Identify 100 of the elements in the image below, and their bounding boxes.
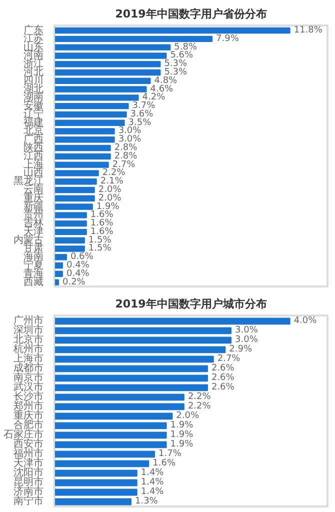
bar	[54, 61, 161, 68]
data-label: 1.3%	[134, 496, 158, 507]
bar	[54, 327, 232, 334]
bar	[54, 403, 184, 410]
bar	[54, 432, 167, 439]
y-tick-label: 新疆	[24, 200, 44, 212]
data-label: 1.9%	[170, 440, 194, 450]
data-label: 0.4%	[66, 260, 90, 271]
data-label: 4.8%	[154, 76, 178, 86]
bar	[54, 52, 167, 59]
data-label: 1.6%	[90, 218, 114, 229]
bar	[54, 128, 115, 134]
data-label: 2.6%	[211, 364, 235, 374]
data-label: 1.9%	[170, 420, 194, 431]
y-tick-label: 西藏	[24, 276, 44, 288]
data-label: 1.7%	[158, 449, 182, 460]
data-label: 2.2%	[102, 168, 126, 178]
bar	[54, 346, 226, 354]
data-label: 1.9%	[170, 430, 194, 440]
bar	[54, 374, 208, 382]
bar	[54, 228, 87, 236]
data-label: 1.6%	[90, 226, 114, 237]
bar	[54, 336, 232, 344]
bar	[54, 422, 167, 430]
data-label: 3.5%	[128, 118, 152, 128]
data-label: 3.0%	[235, 335, 258, 346]
bar	[54, 178, 97, 185]
data-label: 1.5%	[88, 235, 112, 246]
data-label: 2.7%	[217, 354, 241, 364]
data-label: 3.0%	[118, 126, 142, 136]
data-label: 2.2%	[188, 392, 212, 402]
data-label: 5.8%	[174, 42, 198, 52]
bar	[54, 384, 208, 392]
bar	[54, 220, 87, 227]
data-label: 11.8%	[294, 26, 323, 36]
bar	[54, 262, 63, 269]
data-label: 4.2%	[142, 92, 166, 103]
bar	[54, 120, 125, 126]
bar	[54, 450, 156, 458]
bar	[54, 279, 59, 286]
bar	[54, 412, 173, 420]
bar	[54, 94, 139, 101]
bar	[54, 195, 95, 202]
bar	[54, 144, 111, 152]
chart-title: 2019年中国数字用户省份分布	[115, 8, 267, 20]
data-label: 5.6%	[170, 50, 194, 61]
bar	[54, 356, 214, 363]
data-label: 1.6%	[90, 210, 114, 220]
y-tick-label: 南宁市	[14, 495, 44, 508]
y-tick-label: 山东	[24, 40, 44, 53]
data-label: 2.0%	[98, 184, 122, 195]
data-label: 3.0%	[118, 134, 142, 145]
data-label: 2.0%	[176, 411, 200, 422]
bar	[54, 318, 290, 325]
data-label: 3.7%	[132, 101, 156, 112]
bar	[54, 460, 150, 468]
data-label: 3.0%	[235, 326, 258, 336]
bar	[54, 102, 129, 110]
bar	[54, 212, 87, 218]
chart-title: 2019年中国数字用户城市分布	[115, 298, 267, 310]
bar	[54, 470, 138, 477]
data-label: 7.9%	[216, 34, 240, 44]
bar	[54, 27, 290, 34]
data-label: 0.2%	[62, 277, 86, 288]
data-label: 2.2%	[188, 402, 212, 412]
bar	[54, 136, 115, 143]
data-label: 2.8%	[114, 143, 138, 154]
bar	[54, 394, 184, 401]
data-label: 1.6%	[152, 458, 176, 469]
bar	[54, 270, 63, 278]
bar	[54, 86, 147, 92]
bar	[54, 246, 85, 252]
bar	[54, 204, 93, 210]
data-label: 3.6%	[130, 109, 154, 120]
y-tick-label: 内蒙古	[14, 234, 44, 246]
bar	[54, 162, 109, 168]
bar	[54, 488, 138, 496]
bar	[54, 153, 111, 160]
data-label: 1.4%	[140, 468, 164, 478]
bar	[54, 78, 151, 84]
data-label: 0.6%	[70, 252, 94, 262]
bar	[54, 479, 138, 486]
data-label: 1.9%	[96, 202, 120, 212]
data-label: 2.9%	[229, 344, 252, 355]
bar	[54, 254, 67, 260]
data-label: 2.1%	[100, 176, 124, 187]
bar	[54, 498, 132, 506]
data-label: 2.7%	[112, 160, 136, 170]
bar	[54, 237, 85, 244]
y-tick-label: 湖北	[24, 82, 44, 95]
data-label: 0.4%	[66, 268, 90, 279]
data-label: 2.0%	[98, 193, 122, 204]
bar	[54, 365, 208, 372]
bar	[54, 44, 171, 50]
data-label: 4.0%	[294, 316, 318, 326]
data-label: 2.6%	[211, 382, 235, 393]
data-label: 2.6%	[211, 373, 235, 384]
bar	[54, 186, 95, 194]
data-label: 1.5%	[88, 244, 112, 254]
y-tick-label: 江西	[24, 150, 44, 162]
